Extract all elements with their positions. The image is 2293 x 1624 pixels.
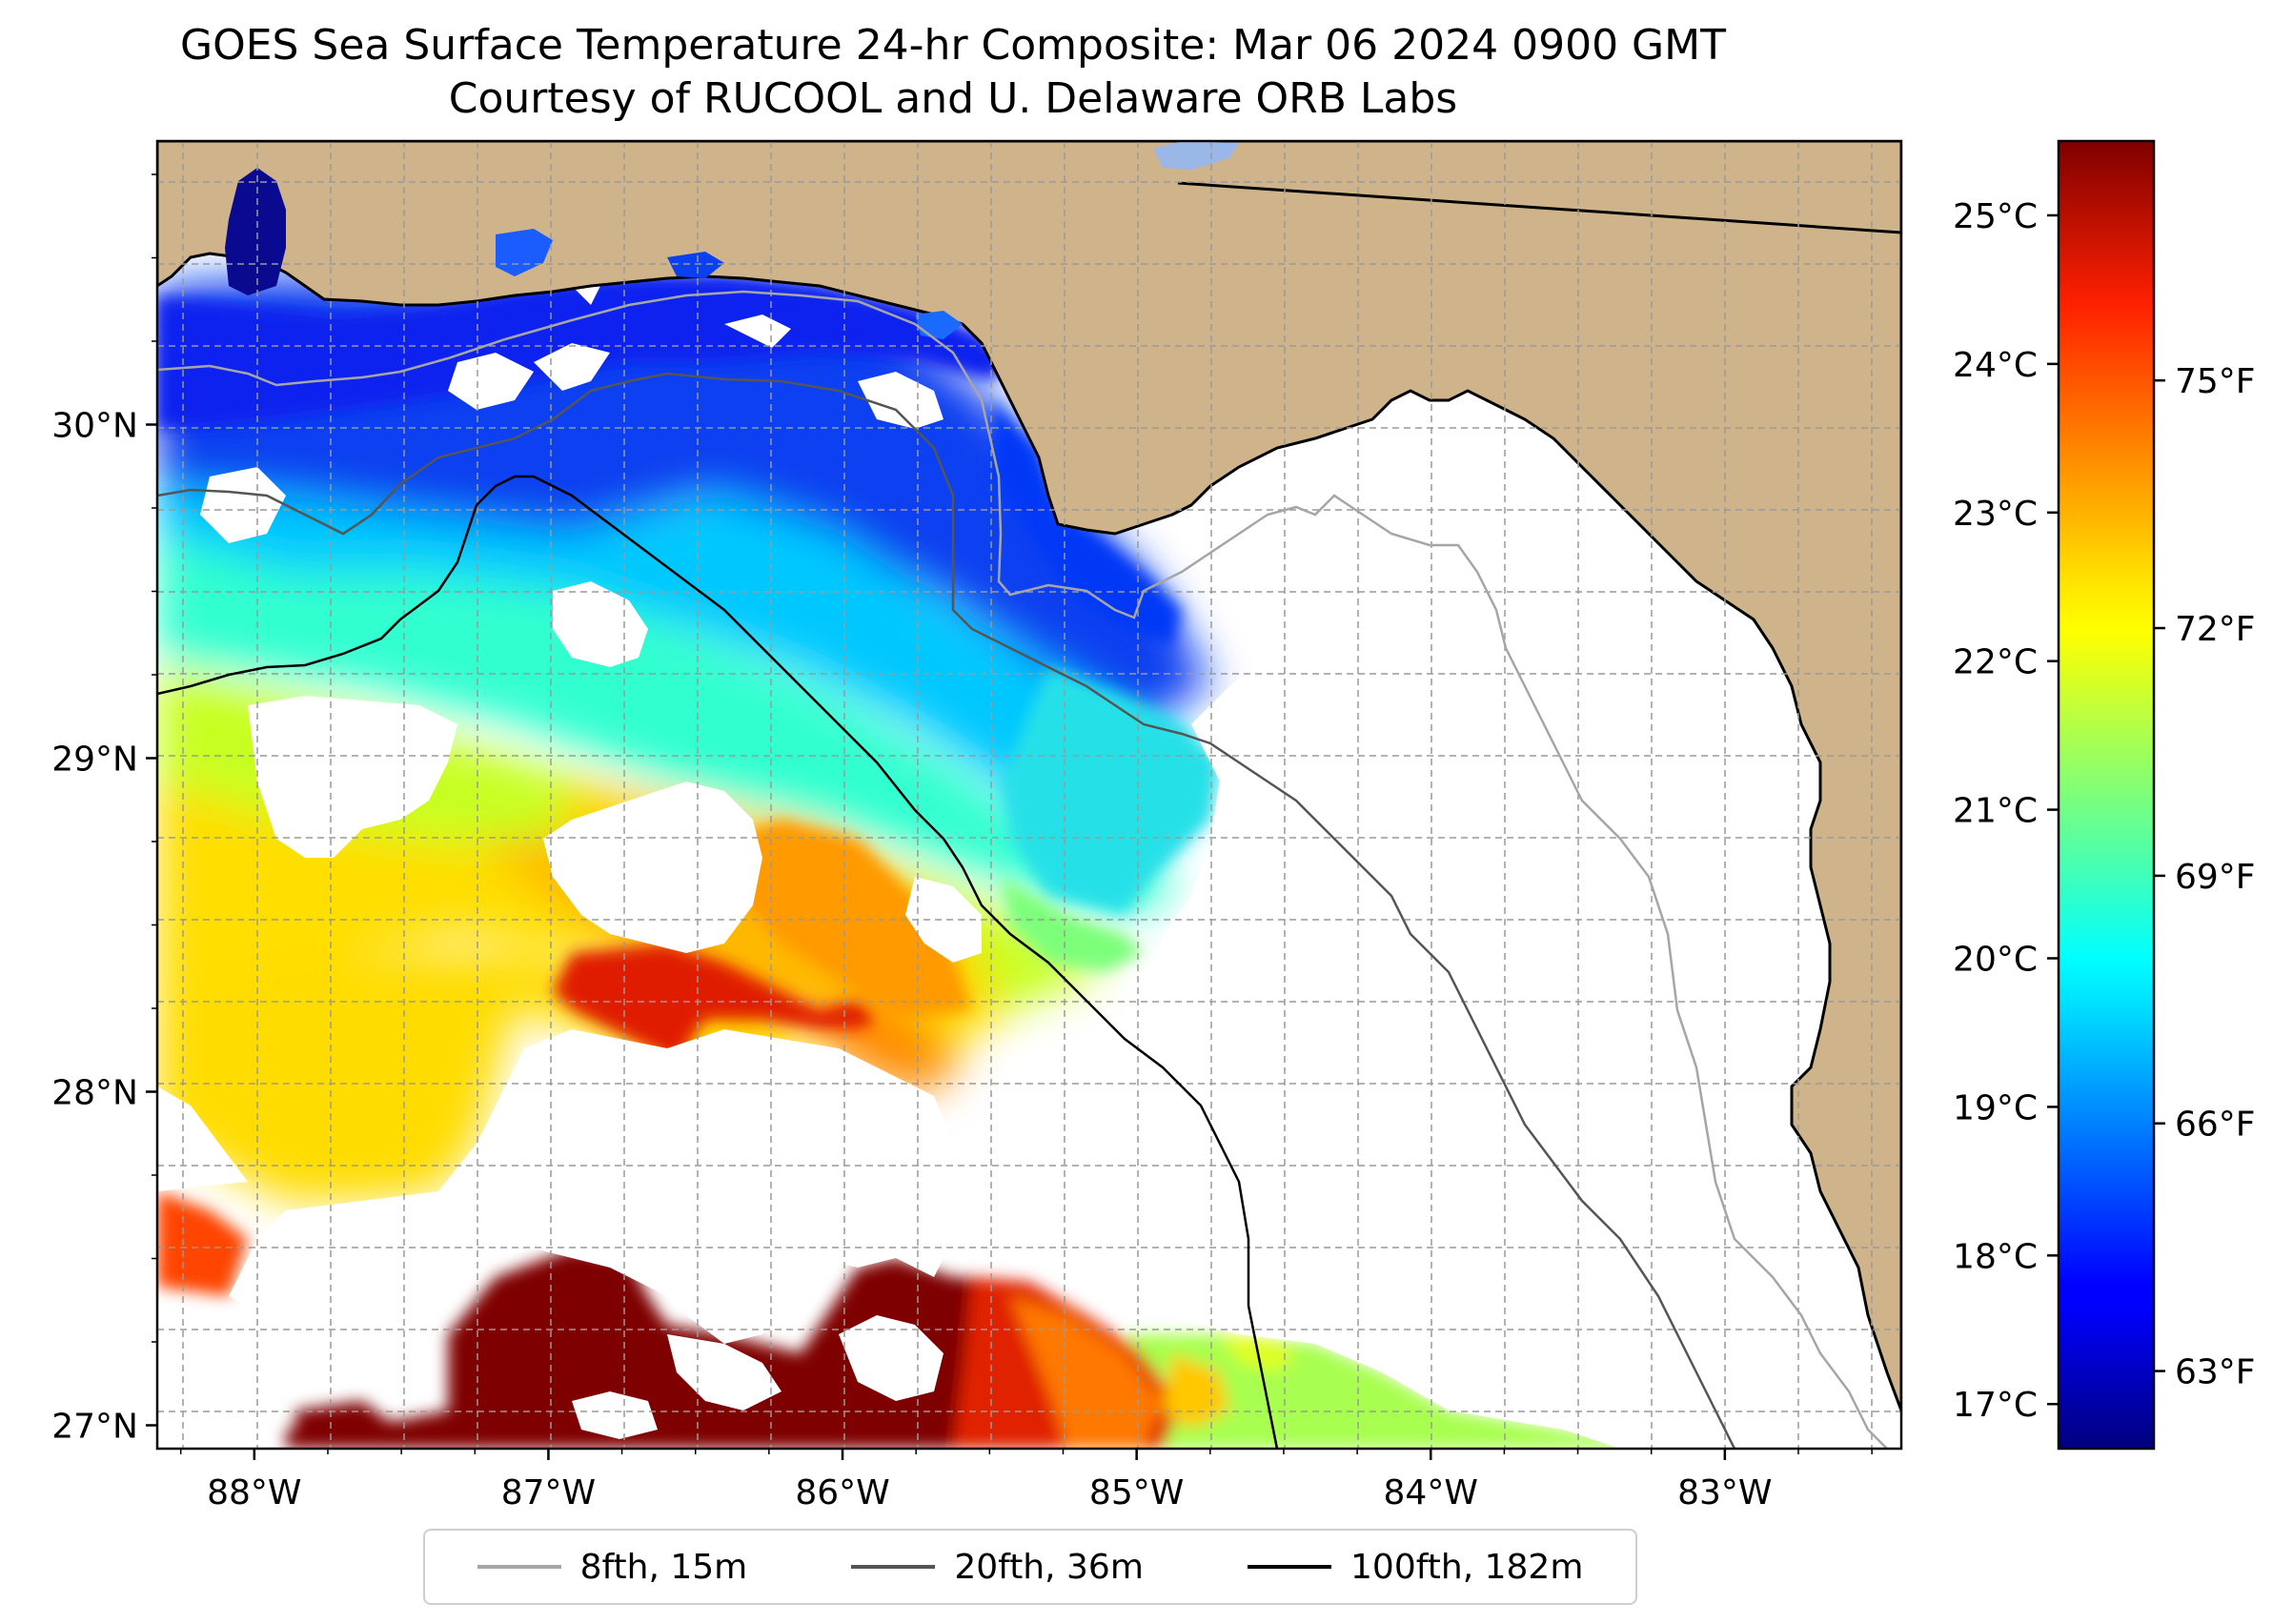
- land: [157, 141, 1901, 1411]
- lat-tick-label: 29°N: [51, 741, 138, 780]
- chart-subtitle: Courtesy of RUCOOL and U. Delaware ORB L…: [448, 74, 1458, 123]
- celsius-tick-label: 18°C: [1953, 1237, 2038, 1276]
- legend-item-8fth: 8fth, 15m: [477, 1547, 748, 1587]
- celsius-tick-label: 23°C: [1953, 495, 2038, 534]
- lon-axis: 88°W 87°W 86°W 85°W 84°W 83°W: [179, 1449, 1873, 1512]
- map-frame: [155, 139, 1903, 1451]
- fahrenheit-tick-label: 66°F: [2175, 1106, 2256, 1145]
- colorbar: [2057, 139, 2156, 1451]
- isobath-100fth: [157, 475, 1279, 1449]
- isobath-20fth: [157, 372, 1736, 1449]
- celsius-tick-label: 22°C: [1953, 643, 2038, 682]
- colorbar-fahrenheit-axis: 63°F 66°F 69°F 72°F 75°F: [2154, 362, 2256, 1392]
- lon-tick-label: 85°W: [1089, 1473, 1184, 1512]
- legend-label-20fth: 20fth, 36m: [954, 1547, 1144, 1587]
- lat-tick-label: 30°N: [51, 407, 138, 446]
- legend-item-20fth: 20fth, 36m: [851, 1548, 1144, 1587]
- fahrenheit-tick-label: 63°F: [2175, 1353, 2256, 1392]
- lon-tick-label: 87°W: [501, 1473, 596, 1512]
- lon-tick-label: 88°W: [207, 1473, 301, 1512]
- celsius-tick-label: 17°C: [1953, 1386, 2038, 1425]
- isobath-8fth: [157, 290, 1888, 1449]
- lat-axis: 30°N 29°N 28°N 27°N: [51, 173, 157, 1447]
- legend-swatch-100fth: [1248, 1565, 1332, 1569]
- lon-tick-label: 83°W: [1677, 1473, 1772, 1512]
- legend-swatch-8fth: [477, 1565, 561, 1569]
- chart-title: GOES Sea Surface Temperature 24-hr Compo…: [179, 21, 1726, 70]
- legend: 8fth, 15m 20fth, 36m 100fth, 182m: [423, 1529, 1637, 1605]
- celsius-tick-label: 19°C: [1953, 1088, 2038, 1127]
- lat-tick-label: 27°N: [51, 1408, 138, 1447]
- fahrenheit-tick-label: 69°F: [2175, 858, 2256, 897]
- legend-item-100fth: 100fth, 182m: [1248, 1548, 1583, 1587]
- lon-tick-label: 86°W: [795, 1473, 889, 1512]
- celsius-tick-label: 24°C: [1953, 346, 2038, 385]
- state-boundary: [1177, 181, 1901, 234]
- lat-tick-label: 28°N: [51, 1074, 138, 1113]
- fahrenheit-tick-label: 72°F: [2175, 610, 2256, 649]
- gridlines: [157, 141, 1901, 1449]
- celsius-tick-label: 21°C: [1953, 792, 2038, 831]
- legend-swatch-20fth: [851, 1565, 936, 1569]
- fahrenheit-tick-label: 75°F: [2175, 362, 2256, 401]
- lon-tick-label: 84°W: [1384, 1473, 1478, 1512]
- legend-label-8fth: 8fth, 15m: [579, 1547, 748, 1587]
- celsius-tick-label: 25°C: [1953, 197, 2038, 236]
- colorbar-celsius-axis: 17°C 18°C 19°C 20°C 21°C 22°C 23°C 24°C 25°C: [1953, 197, 2059, 1425]
- celsius-tick-label: 20°C: [1953, 941, 2038, 980]
- legend-label-100fth: 100fth, 182m: [1350, 1547, 1584, 1587]
